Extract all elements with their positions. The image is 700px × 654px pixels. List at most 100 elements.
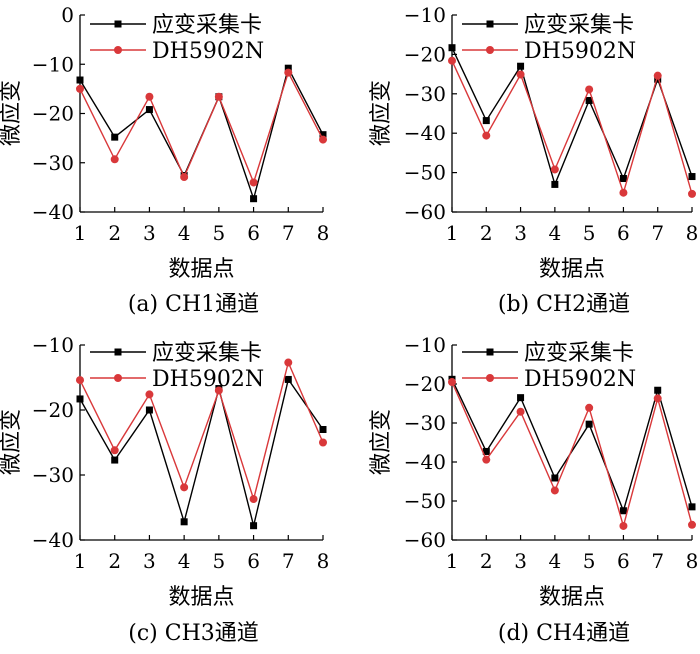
y-tick-label: −40	[32, 528, 74, 552]
data-point	[180, 483, 189, 492]
data-point	[145, 106, 153, 114]
x-tick-label: 5	[212, 221, 225, 245]
y-axis-label: 微应变	[369, 409, 394, 475]
series-line-1	[79, 66, 324, 202]
y-tick-label: −30	[32, 463, 74, 487]
data-point	[653, 394, 662, 403]
x-tick-label: 4	[178, 549, 191, 573]
legend-label: DH5902N	[152, 367, 264, 392]
x-tick-label: 7	[651, 549, 664, 573]
data-point	[76, 376, 84, 385]
data-point	[482, 447, 490, 455]
x-tick-label: 1	[74, 221, 87, 245]
legend-label: 应变采集卡	[524, 341, 634, 366]
y-tick-label: −30	[404, 82, 446, 106]
data-point	[284, 64, 292, 72]
x-tick-label: 8	[317, 221, 330, 245]
data-point	[319, 135, 327, 144]
legend-marker	[486, 46, 494, 54]
data-point	[76, 395, 84, 403]
data-point	[551, 474, 559, 482]
legend-label: DH5902N	[152, 39, 264, 64]
legend-label: 应变采集卡	[524, 13, 634, 38]
x-tick-label: 2	[108, 549, 121, 573]
data-point	[180, 518, 188, 526]
data-point	[214, 386, 223, 395]
y-axis-label: 微应变	[369, 80, 394, 146]
data-point	[619, 507, 627, 515]
y-tick-label: −10	[32, 333, 74, 357]
x-axis-label: 数据点	[539, 257, 605, 282]
data-point	[551, 180, 559, 188]
series-line-2	[79, 360, 324, 502]
chart-caption: (b) CH2通道	[498, 292, 630, 317]
data-point	[585, 85, 594, 94]
x-tick-label: 8	[686, 549, 699, 573]
x-tick-label: 3	[143, 549, 156, 573]
data-point	[482, 131, 491, 140]
y-tick-label: −40	[32, 200, 74, 224]
x-tick-label: 5	[212, 549, 225, 573]
x-tick-label: 6	[617, 221, 630, 245]
x-tick-label: 6	[617, 549, 630, 573]
x-tick-label: 5	[583, 549, 596, 573]
series-line-1	[79, 377, 324, 526]
data-point	[319, 438, 327, 447]
data-point	[319, 131, 327, 139]
x-tick-label: 1	[446, 549, 459, 573]
y-tick-label: −20	[404, 42, 446, 66]
data-point	[110, 155, 119, 164]
data-point	[284, 375, 292, 383]
chart-caption: (d) CH4通道	[498, 621, 630, 646]
data-point	[180, 173, 189, 182]
data-point	[585, 420, 593, 428]
x-tick-label: 3	[514, 549, 527, 573]
data-point	[516, 70, 525, 79]
y-tick-label: −50	[404, 489, 446, 513]
data-point	[76, 84, 84, 93]
data-point	[214, 92, 223, 101]
x-tick-label: 4	[548, 221, 561, 245]
data-point	[284, 358, 293, 367]
x-tick-label: 6	[247, 221, 260, 245]
y-tick-label: −30	[32, 151, 74, 175]
legend-marker	[114, 374, 122, 382]
chart-caption: (a) CH1通道	[128, 292, 259, 317]
x-tick-label: 2	[480, 221, 493, 245]
x-axis-label: 数据点	[168, 257, 234, 282]
data-point	[517, 394, 525, 402]
data-point	[145, 390, 154, 399]
y-tick-label: −10	[404, 333, 446, 357]
data-point	[619, 521, 628, 530]
legend-marker	[114, 348, 122, 356]
x-tick-label: 4	[548, 549, 561, 573]
legend-label: DH5902N	[524, 367, 636, 392]
data-point	[653, 71, 662, 80]
series-line-2	[451, 381, 693, 529]
data-point	[111, 456, 119, 464]
x-axis-label: 数据点	[168, 585, 234, 610]
data-point	[585, 403, 594, 412]
data-point	[111, 133, 119, 141]
series-line-1	[451, 378, 693, 513]
x-tick-label: 3	[514, 221, 527, 245]
series-line-2	[451, 60, 693, 196]
x-tick-label: 4	[178, 221, 191, 245]
x-tick-label: 5	[583, 221, 596, 245]
data-point	[654, 386, 662, 394]
data-point	[145, 406, 153, 414]
legend-marker	[486, 348, 494, 356]
data-point	[319, 426, 327, 433]
y-tick-label: −20	[32, 102, 74, 126]
x-tick-label: 1	[74, 549, 87, 573]
data-point	[688, 520, 696, 529]
x-tick-label: 7	[651, 221, 664, 245]
y-tick-label: −10	[32, 52, 74, 76]
y-tick-label: 0	[61, 3, 74, 27]
x-tick-label: 7	[282, 549, 295, 573]
data-point	[619, 175, 627, 183]
